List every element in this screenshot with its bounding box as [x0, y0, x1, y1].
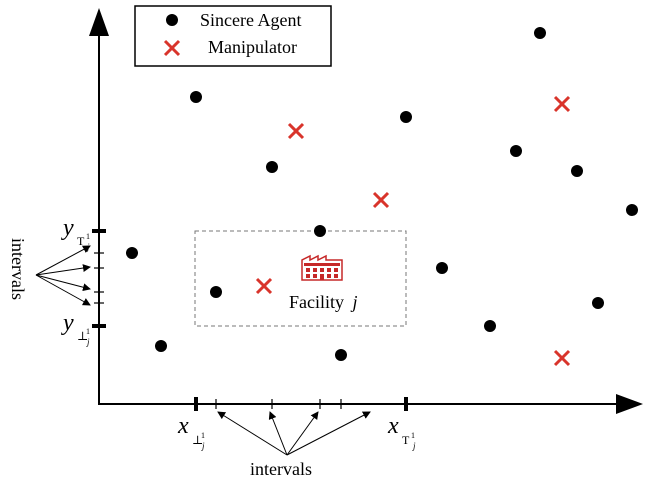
x-low-sup: 1 — [201, 431, 205, 440]
manipulator-mark — [553, 95, 571, 113]
factory-icon — [301, 254, 343, 281]
agent-point — [592, 297, 604, 309]
x-intervals-label: intervals — [250, 459, 312, 479]
agent-point — [436, 262, 448, 274]
manipulator-mark — [255, 277, 273, 295]
manipulator-mark — [287, 122, 305, 140]
facility-region — [194, 230, 407, 327]
x-interval-arrows — [217, 411, 371, 456]
x-axis-ticks — [194, 397, 408, 411]
legend-sincere-label: Sincere Agent — [200, 10, 301, 30]
facility-label: Facility j — [289, 292, 358, 312]
agent-point — [534, 27, 546, 39]
agent-point — [314, 225, 326, 237]
legend-sincere-marker — [166, 14, 178, 26]
y-high-label: y T 1 j — [61, 215, 90, 252]
y-interval-arrows — [35, 245, 91, 306]
y-low-sup: 1 — [86, 327, 90, 336]
y-low-sub: ⊥ — [77, 329, 88, 343]
agent-point — [510, 145, 522, 157]
y-high-sub: T — [77, 234, 85, 248]
y-low-subsub: j — [86, 337, 90, 347]
agent-point — [335, 349, 347, 361]
x-low-base: x — [177, 413, 189, 439]
agent-point — [210, 286, 222, 298]
agent-point — [400, 111, 412, 123]
manipulators — [255, 95, 571, 367]
x-high-label: x T 1 j — [387, 413, 416, 451]
x-high-sup: 1 — [411, 431, 415, 440]
y-intervals-label: intervals — [8, 238, 28, 300]
x-high-subsub: j — [412, 441, 416, 451]
x-axis-arrow — [616, 394, 643, 414]
agent-point — [126, 247, 138, 259]
legend: Sincere Agent Manipulator — [134, 5, 332, 67]
y-high-sup: 1 — [86, 232, 90, 241]
x-low-label: x ⊥ 1 j — [177, 413, 205, 451]
y-low-label: y ⊥ 1 j — [61, 310, 90, 347]
x-low-sub: ⊥ — [192, 433, 203, 447]
manipulator-mark — [553, 349, 571, 367]
y-axis-ticks — [92, 229, 106, 328]
y-axis-arrow — [89, 8, 109, 36]
sincere-agents — [126, 27, 638, 361]
x-low-subsub: j — [201, 441, 205, 451]
manipulator-mark — [372, 191, 390, 209]
agent-point — [155, 340, 167, 352]
y-low-base: y — [61, 310, 74, 336]
axes — [89, 8, 643, 414]
agent-point — [626, 204, 638, 216]
agent-point — [484, 320, 496, 332]
y-high-base: y — [61, 215, 74, 241]
agent-point — [571, 165, 583, 177]
facility-label-text: Facility — [289, 292, 344, 312]
legend-manipulator-marker — [163, 39, 181, 57]
facility-label-index: j — [351, 292, 358, 312]
x-high-base: x — [387, 413, 399, 439]
agent-point — [190, 91, 202, 103]
agent-point — [266, 161, 278, 173]
legend-manipulator-label: Manipulator — [208, 37, 297, 57]
x-high-sub: T — [402, 433, 410, 447]
